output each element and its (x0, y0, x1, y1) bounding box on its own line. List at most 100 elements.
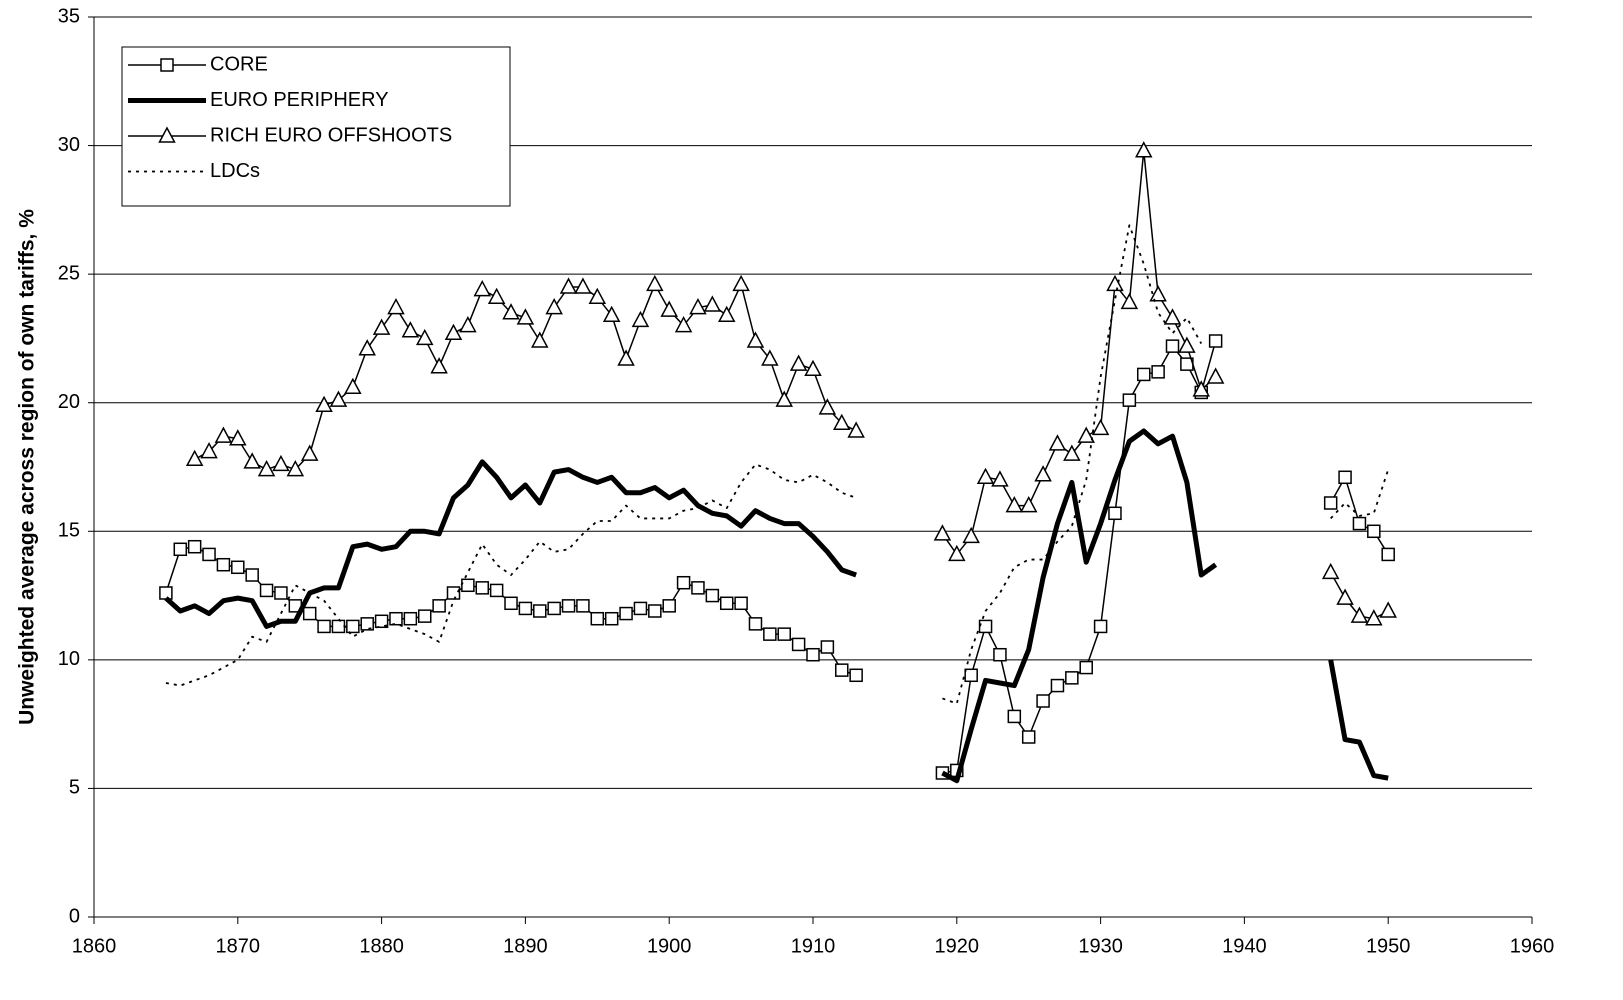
point-marker (674, 315, 693, 333)
point-marker (187, 539, 202, 554)
point-marker (633, 601, 648, 616)
point-marker (374, 614, 389, 629)
point-marker (964, 668, 978, 683)
point-marker (417, 609, 432, 623)
point-marker (545, 297, 563, 315)
point-marker (461, 578, 475, 593)
x-tick-label: 1910 (791, 935, 836, 957)
point-marker (1134, 141, 1153, 158)
point-marker (531, 331, 549, 348)
point-marker (1005, 495, 1024, 513)
point-marker (746, 331, 765, 348)
point-marker (820, 640, 835, 654)
y-tick-label: 5 (69, 777, 80, 799)
point-marker (703, 295, 722, 312)
point-marker (761, 349, 779, 366)
point-marker (1192, 380, 1211, 397)
point-marker (1048, 434, 1067, 451)
point-marker (1091, 418, 1110, 436)
legend-marker (160, 58, 174, 72)
point-marker (415, 328, 434, 346)
point-marker (286, 459, 305, 477)
point-marker (547, 601, 561, 616)
point-marker (1367, 524, 1381, 539)
point-marker (389, 611, 403, 626)
point-marker (231, 560, 245, 575)
point-marker (1321, 562, 1340, 580)
point-marker (818, 398, 837, 415)
point-marker (229, 429, 247, 446)
point-marker (1352, 516, 1367, 531)
point-marker (1336, 588, 1354, 605)
point-marker (214, 426, 233, 443)
point-marker (300, 444, 319, 461)
x-tick-label: 1880 (359, 935, 404, 957)
point-marker (1379, 601, 1397, 618)
point-marker (719, 596, 734, 611)
point-marker (1206, 367, 1225, 384)
point-marker (346, 619, 360, 634)
point-marker (489, 583, 504, 598)
point-marker (602, 305, 621, 323)
point-marker (1079, 660, 1093, 675)
point-marker (590, 611, 605, 626)
point-marker (173, 542, 188, 557)
point-marker (473, 279, 492, 297)
legend-label: CORE (210, 53, 268, 75)
y-tick-label: 35 (58, 5, 80, 27)
point-marker (1149, 285, 1167, 302)
y-tick-label: 30 (58, 134, 80, 156)
point-marker (763, 627, 777, 641)
legend-label: RICH EURO OFFSHOOTS (210, 124, 452, 146)
point-marker (734, 596, 748, 611)
point-marker (561, 599, 576, 613)
series-line (164, 428, 1389, 784)
legend-box (121, 46, 511, 207)
point-marker (243, 452, 261, 469)
point-marker (748, 617, 763, 631)
point-marker (1122, 393, 1137, 407)
point-marker (1151, 365, 1165, 379)
series-line (165, 224, 1390, 705)
point-marker (518, 601, 533, 616)
point-marker (1034, 465, 1052, 482)
point-marker (976, 467, 995, 485)
point-marker (1136, 367, 1151, 382)
point-marker (962, 526, 980, 544)
point-marker (574, 277, 592, 294)
point-marker (1093, 619, 1108, 634)
y-tick-label: 10 (58, 648, 80, 670)
point-marker (216, 557, 231, 572)
point-marker (403, 611, 418, 626)
point-marker (475, 581, 490, 595)
point-marker (847, 421, 865, 438)
point-marker (849, 668, 863, 683)
point-marker (775, 390, 793, 407)
x-tick-label: 1960 (1510, 935, 1555, 957)
point-marker (487, 287, 506, 305)
point-marker (717, 305, 736, 323)
point-marker (1208, 334, 1223, 348)
point-marker (502, 303, 520, 320)
point-marker (430, 357, 448, 374)
point-marker (1108, 506, 1122, 521)
point-marker (257, 459, 276, 477)
point-marker (1163, 308, 1182, 325)
point-marker (358, 339, 376, 356)
point-marker (1178, 336, 1196, 353)
point-marker (1065, 671, 1079, 685)
point-marker (705, 588, 720, 603)
point-marker (1050, 678, 1065, 693)
point-marker (617, 349, 635, 366)
point-marker (804, 359, 822, 377)
point-marker (202, 547, 216, 562)
point-marker (978, 619, 993, 634)
point-marker (948, 544, 966, 562)
x-tick-label: 1900 (647, 935, 692, 957)
point-marker (272, 454, 290, 472)
point-marker (504, 596, 518, 611)
point-marker (200, 441, 218, 459)
point-marker (1165, 339, 1180, 353)
point-marker (691, 581, 705, 595)
